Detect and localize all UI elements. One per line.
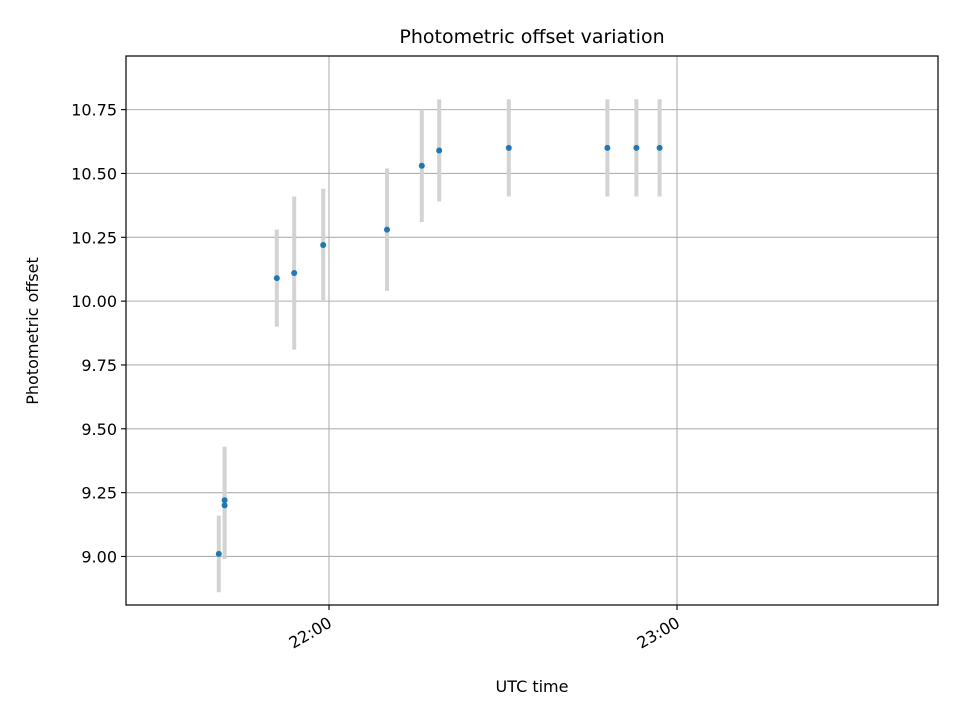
point-layer	[215, 144, 663, 557]
data-point	[320, 241, 327, 248]
plot-frame	[125, 55, 939, 606]
y-tick-label: 9.00	[81, 547, 117, 566]
data-point	[604, 144, 611, 151]
grid-layer	[126, 56, 938, 605]
data-point	[656, 144, 663, 151]
y-tick-label: 10.00	[71, 292, 117, 311]
data-point	[436, 147, 443, 154]
data-point	[384, 226, 390, 233]
data-point	[215, 550, 222, 557]
y-axis-title: Photometric offset	[23, 257, 42, 405]
data-point	[418, 162, 425, 169]
y-tick-label: 10.25	[71, 228, 117, 247]
data-point	[221, 497, 228, 504]
y-axis: 9.00 9.25 9.50 9.75 10.00 10.25 10.50 10.75	[71, 101, 126, 566]
y-tick-label: 9.25	[81, 484, 117, 503]
chart-title: Photometric offset variation	[399, 26, 664, 48]
x-axis-title: UTC time	[496, 677, 569, 696]
data-point	[291, 270, 298, 277]
data-point	[633, 144, 640, 151]
y-tick-label: 10.75	[71, 101, 117, 120]
data-point	[505, 144, 512, 151]
y-tick-label: 9.50	[81, 420, 117, 439]
data-point	[221, 502, 228, 509]
data-point	[273, 275, 280, 282]
y-tick-label: 10.50	[71, 164, 117, 183]
y-tick-label: 9.75	[81, 356, 117, 375]
